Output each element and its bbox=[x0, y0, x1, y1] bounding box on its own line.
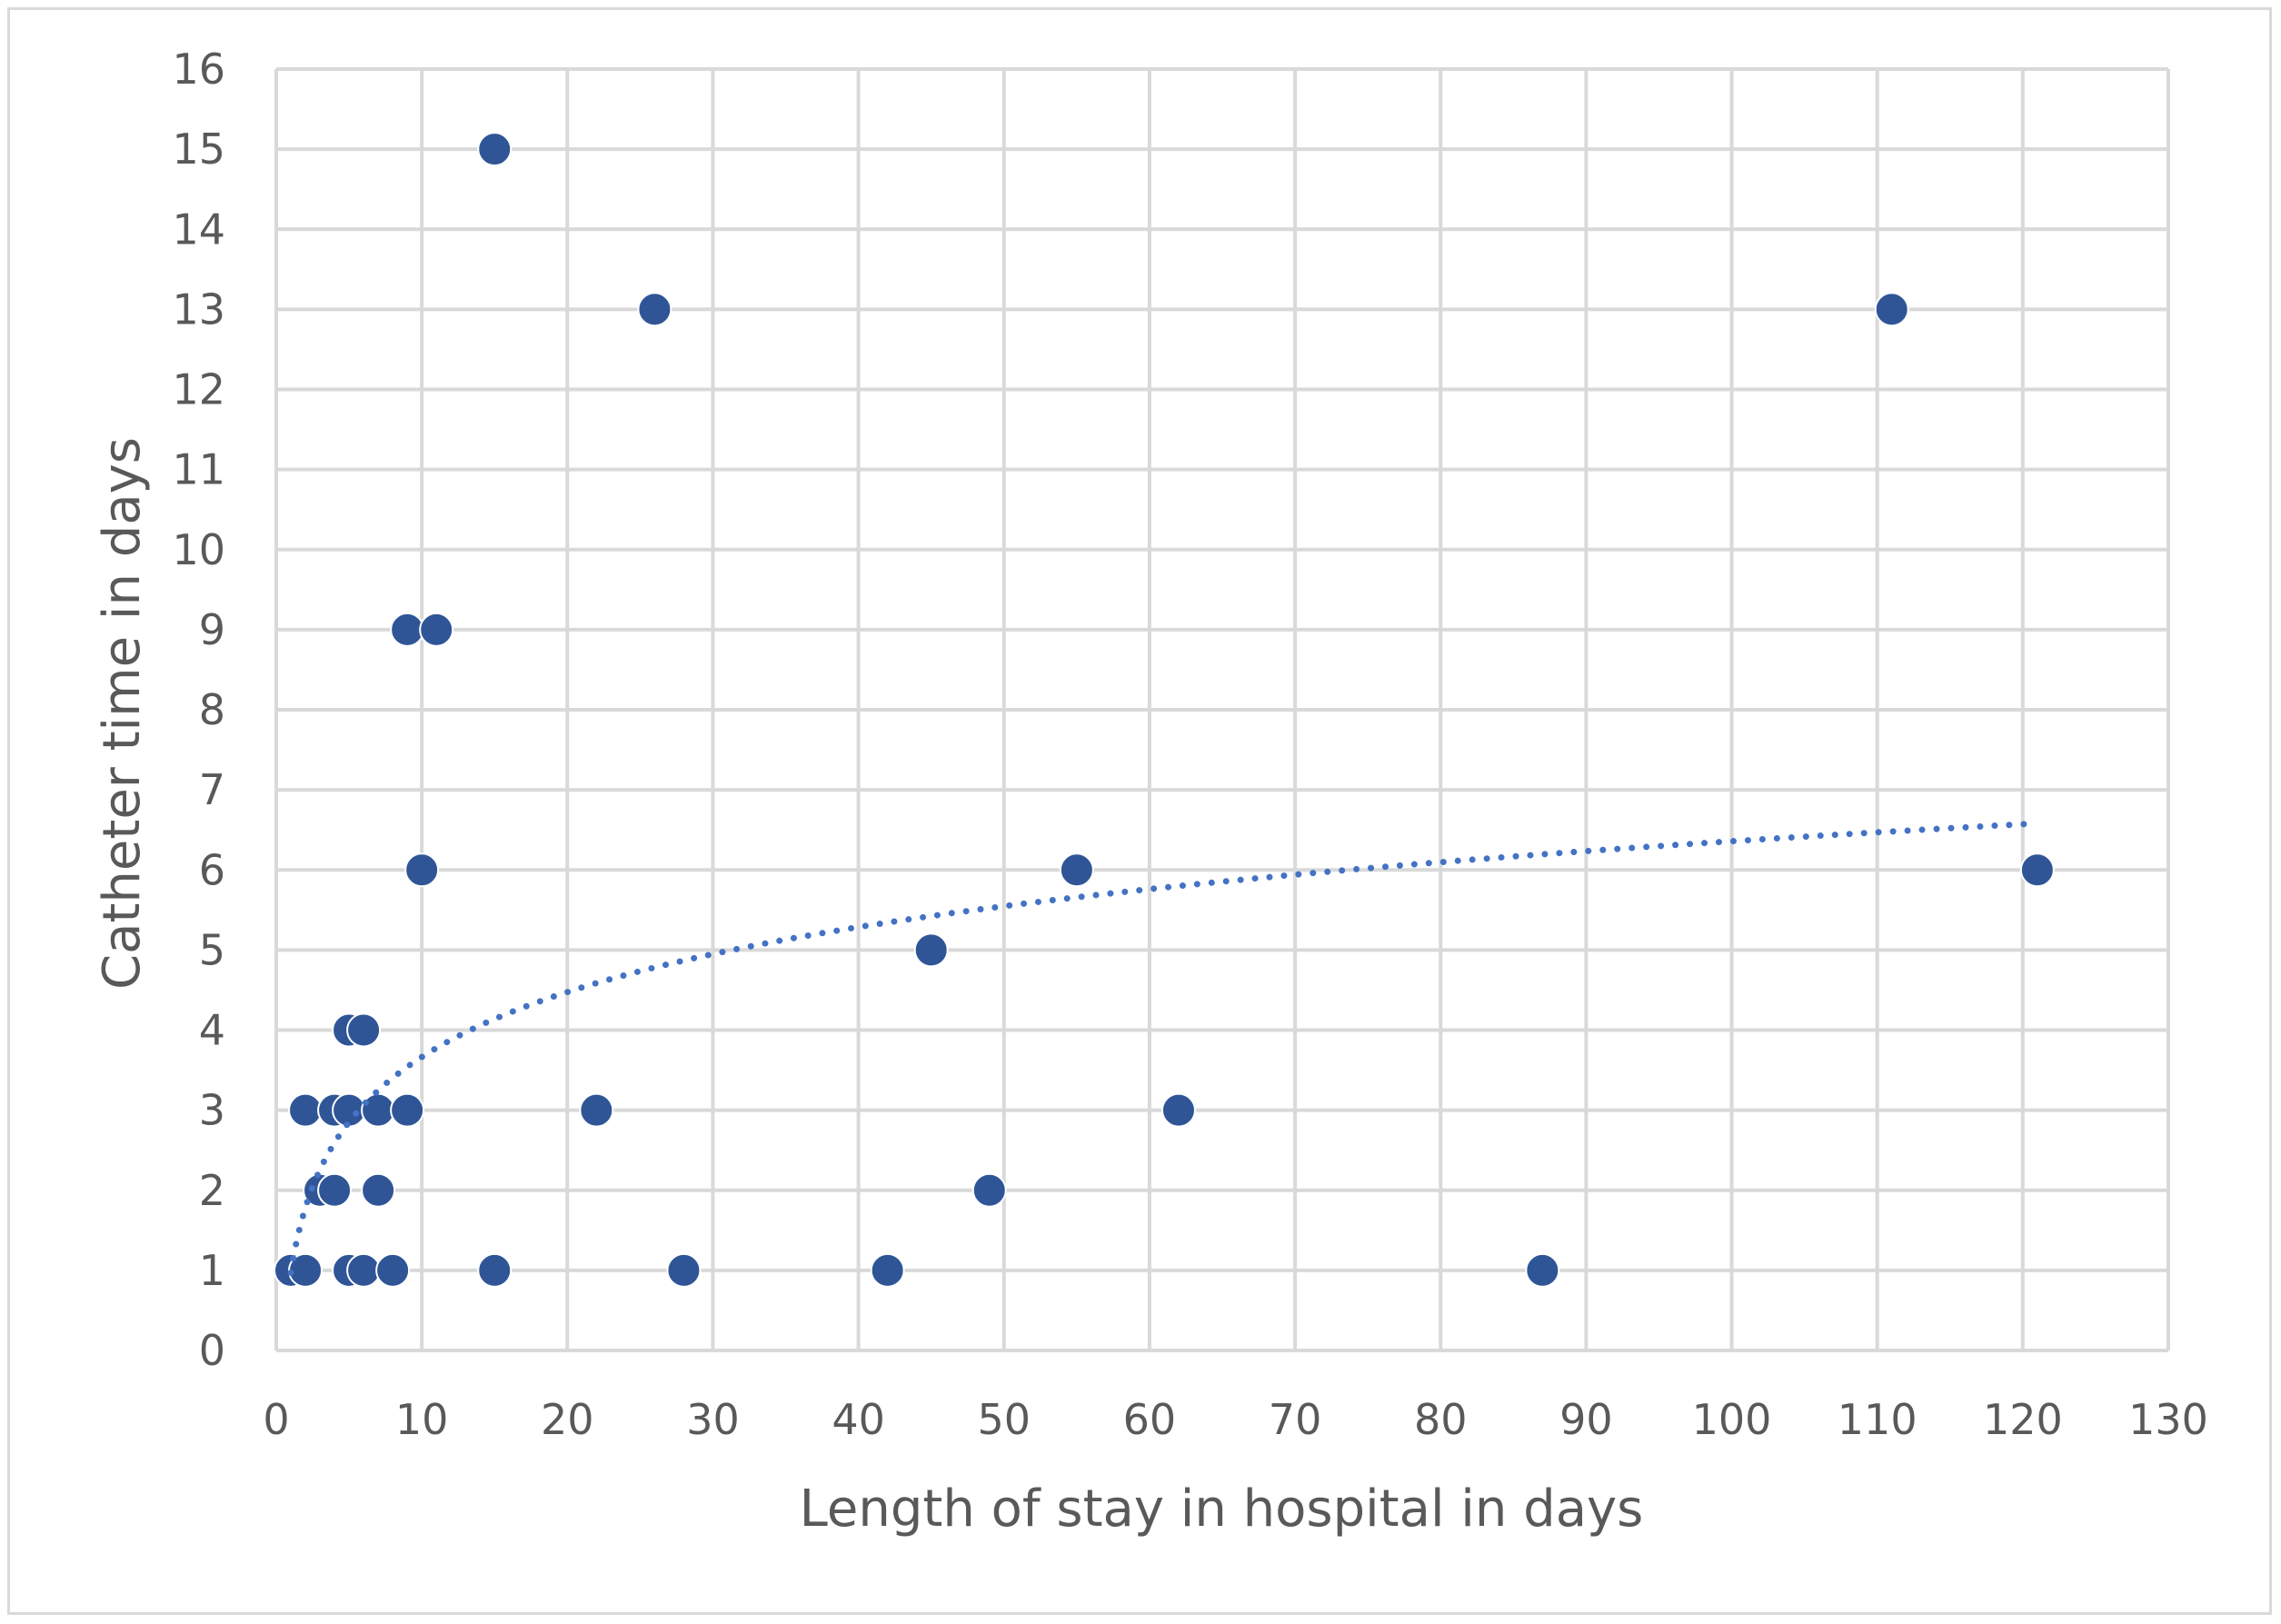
trendline-path bbox=[287, 820, 2041, 1276]
x-tick-label: 30 bbox=[686, 1395, 740, 1444]
y-tick-label: 3 bbox=[199, 1086, 225, 1135]
data-point bbox=[390, 612, 425, 647]
data-point bbox=[404, 852, 440, 888]
data-points bbox=[274, 132, 2055, 1288]
axes bbox=[274, 69, 2168, 1352]
data-point bbox=[332, 1092, 367, 1128]
x-tick-label: 10 bbox=[395, 1395, 449, 1444]
y-tick-label: 11 bbox=[172, 445, 225, 494]
y-tick-label: 2 bbox=[199, 1166, 225, 1215]
y-tick-label: 9 bbox=[199, 605, 225, 654]
data-point bbox=[2019, 852, 2055, 888]
trendline bbox=[287, 820, 2041, 1276]
y-tick-label: 5 bbox=[199, 925, 225, 974]
y-tick-label: 15 bbox=[172, 125, 225, 174]
x-tick-label: 80 bbox=[1414, 1395, 1468, 1444]
y-tick-label: 12 bbox=[172, 365, 225, 414]
y-tick-label: 0 bbox=[199, 1326, 225, 1375]
x-tick-label: 50 bbox=[977, 1395, 1031, 1444]
y-tick-label: 4 bbox=[199, 1006, 225, 1055]
x-tick-label: 60 bbox=[1123, 1395, 1177, 1444]
x-tick-labels: 0 10 20 30 40 50 60 70 80 90 100 110 120 130 bbox=[263, 1395, 2208, 1444]
data-point bbox=[375, 1252, 411, 1288]
data-point bbox=[637, 292, 672, 327]
data-point bbox=[419, 612, 454, 647]
x-tick-label: 100 bbox=[1692, 1395, 1772, 1444]
y-tick-label: 7 bbox=[199, 765, 225, 814]
data-point bbox=[346, 1252, 382, 1288]
y-tick-label: 1 bbox=[199, 1246, 225, 1295]
data-point bbox=[361, 1092, 396, 1128]
x-axis-title: Length of stay in hospital in days bbox=[800, 1480, 1644, 1539]
x-tick-label: 70 bbox=[1269, 1395, 1322, 1444]
data-point bbox=[1874, 292, 1909, 327]
data-point bbox=[1059, 852, 1094, 888]
x-tick-label: 0 bbox=[263, 1395, 289, 1444]
y-tick-label: 6 bbox=[199, 845, 225, 894]
data-point bbox=[477, 132, 513, 167]
data-point bbox=[317, 1172, 353, 1208]
x-tick-label: 130 bbox=[2128, 1395, 2208, 1444]
data-point bbox=[870, 1252, 905, 1288]
data-point bbox=[361, 1172, 396, 1208]
y-tick-label: 14 bbox=[172, 204, 225, 254]
data-point bbox=[1525, 1252, 1560, 1288]
x-tick-label: 120 bbox=[1983, 1395, 2063, 1444]
data-point bbox=[390, 1092, 425, 1128]
data-point bbox=[288, 1092, 324, 1128]
y-axis-title: Catheter time in days bbox=[93, 437, 152, 990]
data-point bbox=[477, 1252, 513, 1288]
data-point bbox=[346, 1012, 382, 1048]
x-tick-label: 110 bbox=[1838, 1395, 1917, 1444]
data-point bbox=[666, 1252, 702, 1288]
data-point bbox=[971, 1172, 1007, 1208]
chart-frame bbox=[7, 7, 2272, 1615]
data-point bbox=[579, 1092, 614, 1128]
y-tick-label: 8 bbox=[199, 685, 225, 734]
gridlines bbox=[274, 67, 2170, 1352]
x-tick-label: 40 bbox=[832, 1395, 885, 1444]
data-point bbox=[1160, 1092, 1196, 1128]
data-point bbox=[913, 932, 949, 968]
y-tick-label: 13 bbox=[172, 284, 225, 334]
x-tick-label: 90 bbox=[1559, 1395, 1613, 1444]
y-tick-label: 16 bbox=[172, 45, 225, 94]
y-tick-label: 10 bbox=[172, 525, 225, 574]
x-tick-label: 20 bbox=[541, 1395, 594, 1444]
